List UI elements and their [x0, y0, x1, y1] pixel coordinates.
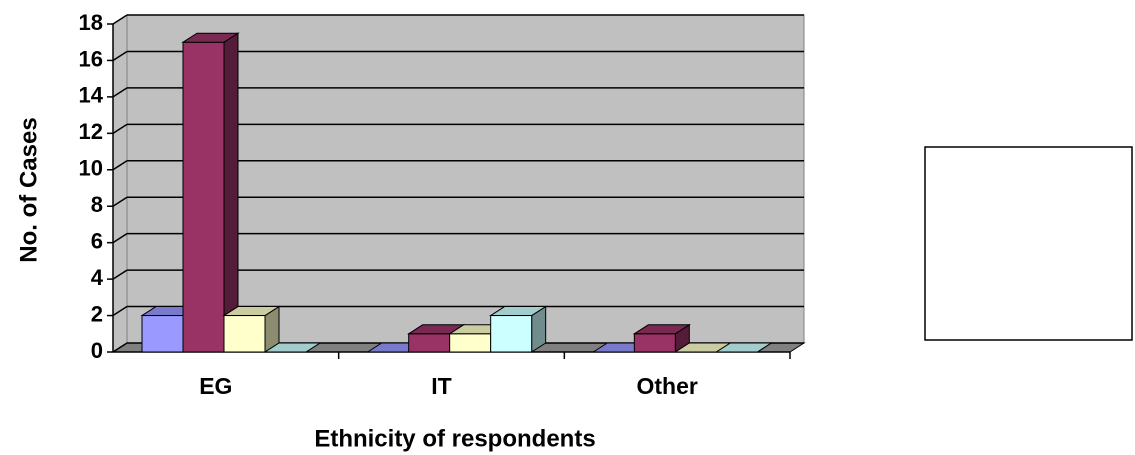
grid-line [112, 269, 128, 280]
grid-line [112, 87, 128, 98]
bar [141, 315, 184, 353]
bar [490, 315, 533, 353]
bar-side [223, 32, 239, 353]
bar [408, 333, 451, 353]
grid-line [112, 50, 128, 62]
bar-top [263, 342, 322, 353]
y-tick-label: 6 [91, 228, 103, 253]
y-tick-label: 16 [79, 46, 103, 71]
y-tick-label: 14 [79, 83, 104, 108]
grid-line [112, 233, 128, 244]
x-axis-title: Ethnicity of respondents [314, 425, 595, 452]
bar [182, 41, 225, 353]
y-tick-label: 2 [91, 301, 103, 326]
x-tick-label: Other [636, 373, 697, 399]
grid-line [112, 305, 128, 317]
bar [449, 333, 492, 353]
bar-top [181, 32, 240, 43]
grid-line [112, 123, 128, 134]
bar [223, 315, 266, 353]
side-wall [112, 14, 128, 353]
y-axis-title: No. of Cases [15, 117, 42, 262]
bar-top [632, 324, 692, 335]
y-tick-label: 4 [91, 265, 104, 290]
grid-line [112, 196, 128, 207]
x-tick-label: EG [199, 373, 232, 399]
bar-top [714, 342, 774, 353]
x-tick-label: IT [431, 373, 451, 399]
y-tick-label: 18 [79, 10, 103, 35]
bar-top [222, 306, 281, 317]
y-tick-label: 8 [91, 192, 103, 217]
legend-box [924, 146, 1133, 341]
y-tick-label: 10 [79, 156, 103, 181]
grid-line [112, 342, 128, 353]
grid-line [112, 160, 128, 171]
y-tick-label: 0 [91, 338, 103, 363]
bar-top [488, 306, 548, 317]
bar [633, 333, 676, 353]
y-tick-label: 12 [79, 119, 103, 144]
grid-line [112, 14, 128, 25]
